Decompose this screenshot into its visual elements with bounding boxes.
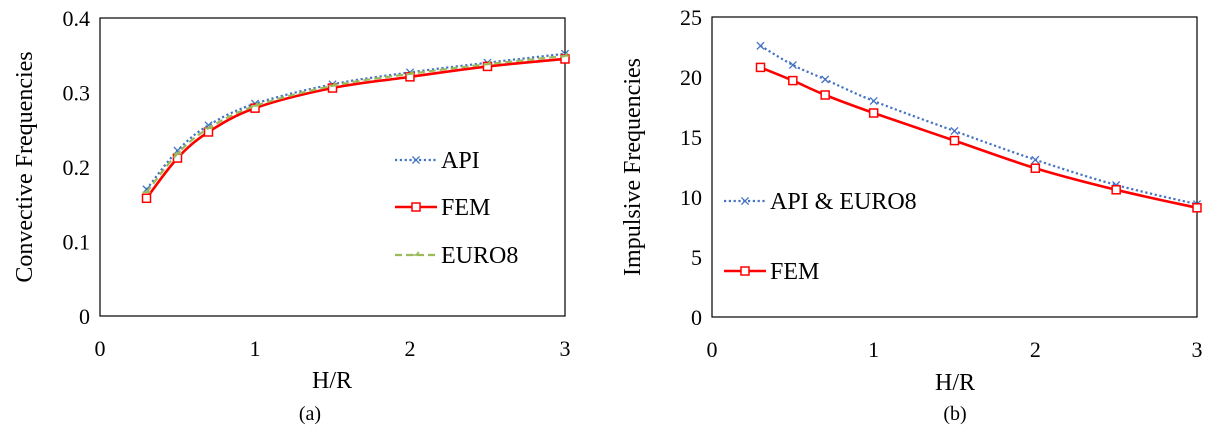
series-euro8	[142, 52, 569, 194]
legend-entry: API & EURO8	[724, 189, 917, 215]
legend-marker	[411, 155, 421, 165]
x-tick-label: 1	[868, 337, 879, 362]
y-tick-label: 0	[79, 304, 90, 329]
legend-marker	[740, 266, 750, 276]
legend-entry: FEM	[395, 195, 490, 221]
series-api-euro8	[756, 41, 1202, 209]
y-tick-label: 0.4	[63, 6, 91, 31]
x-tick-label: 3	[560, 336, 571, 361]
y-tick-label: 5	[691, 245, 702, 270]
x-tick-label: 3	[1192, 337, 1203, 362]
caption-a: (a)	[299, 403, 321, 425]
series-fem	[755, 62, 1202, 213]
legend-label: EURO8	[441, 243, 518, 269]
y-tick-label: 0.1	[63, 230, 91, 255]
y-tick-label: 20	[680, 65, 702, 90]
data-point	[756, 41, 765, 50]
series-line	[759, 44, 1198, 206]
legend-entry: EURO8	[395, 243, 518, 269]
data-point	[949, 135, 960, 146]
y-tick-labels-a: 0 0.1 0.2 0.3 0.4	[63, 6, 91, 329]
data-point	[755, 62, 766, 73]
y-axis-label-b: Impulsive Frequencies	[620, 58, 646, 276]
series-api	[142, 49, 570, 194]
data-point	[142, 188, 151, 194]
chart-panel-a: 0 0.1 0.2 0.3 0.4 0 1 2 3 API FEM EURO8 H/R Conve…	[12, 6, 571, 425]
legend-marker	[412, 251, 420, 256]
legend-label: API	[441, 148, 480, 174]
data-point	[406, 70, 414, 75]
y-tick-label: 25	[680, 5, 702, 30]
data-point	[1111, 185, 1121, 195]
data-point	[869, 96, 878, 106]
data-point	[204, 124, 213, 130]
data-point	[950, 126, 959, 136]
series-group-a	[141, 49, 570, 204]
data-point	[788, 60, 797, 70]
data-point	[173, 150, 182, 155]
legend-label: FEM	[441, 195, 490, 221]
y-tick-label: 0.3	[63, 81, 91, 106]
y-tick-label: 10	[680, 185, 702, 210]
x-tick-label: 1	[250, 336, 261, 361]
data-point	[561, 52, 569, 57]
x-axis-label-a: H/R	[312, 368, 352, 394]
data-point	[788, 75, 798, 86]
chart-panel-b: 0 5 10 15 20 25 0 1 2 3 API & EURO8 FEM H/R Impul…	[620, 5, 1203, 425]
legend-label: API & EURO8	[770, 189, 917, 215]
legend-entry: API	[395, 148, 480, 174]
legend-entry: FEM	[724, 259, 819, 285]
data-point	[141, 193, 152, 204]
caption-b: (b)	[943, 403, 966, 425]
data-point	[251, 102, 259, 107]
series-line	[145, 52, 566, 191]
data-point	[868, 108, 879, 118]
legend-a: API FEM EURO8	[395, 148, 518, 269]
x-tick-label: 2	[1030, 337, 1041, 362]
x-tick-labels-b: 0 1 2 3	[707, 337, 1203, 362]
y-tick-label: 0.2	[63, 155, 91, 180]
series-line	[760, 66, 1198, 210]
data-point	[1192, 203, 1202, 213]
data-point	[821, 75, 830, 84]
x-tick-label: 2	[405, 336, 416, 361]
x-axis-label-b: H/R	[935, 370, 975, 396]
x-tick-label: 0	[95, 336, 106, 361]
legend-b: API & EURO8 FEM	[724, 189, 917, 285]
data-point	[327, 83, 338, 93]
data-point	[328, 82, 337, 87]
y-tick-labels-b: 0 5 10 15 20 25	[680, 5, 702, 330]
plot-frame-a	[99, 17, 566, 317]
data-point	[483, 60, 492, 65]
data-point	[482, 61, 493, 72]
y-tick-label: 15	[680, 125, 702, 150]
series-group-b	[755, 41, 1202, 213]
legend-marker	[740, 196, 750, 206]
data-point	[1031, 155, 1040, 164]
y-tick-label: 0	[691, 305, 702, 330]
y-axis-label-a: Convective Frequencies	[12, 51, 38, 282]
legend-label: FEM	[770, 259, 819, 285]
x-tick-label: 0	[707, 337, 718, 362]
plot-frame-b	[711, 16, 1198, 318]
data-point	[1030, 163, 1041, 173]
data-point	[820, 90, 830, 100]
legend-marker	[411, 202, 421, 212]
x-tick-labels-a: 0 1 2 3	[95, 336, 571, 361]
